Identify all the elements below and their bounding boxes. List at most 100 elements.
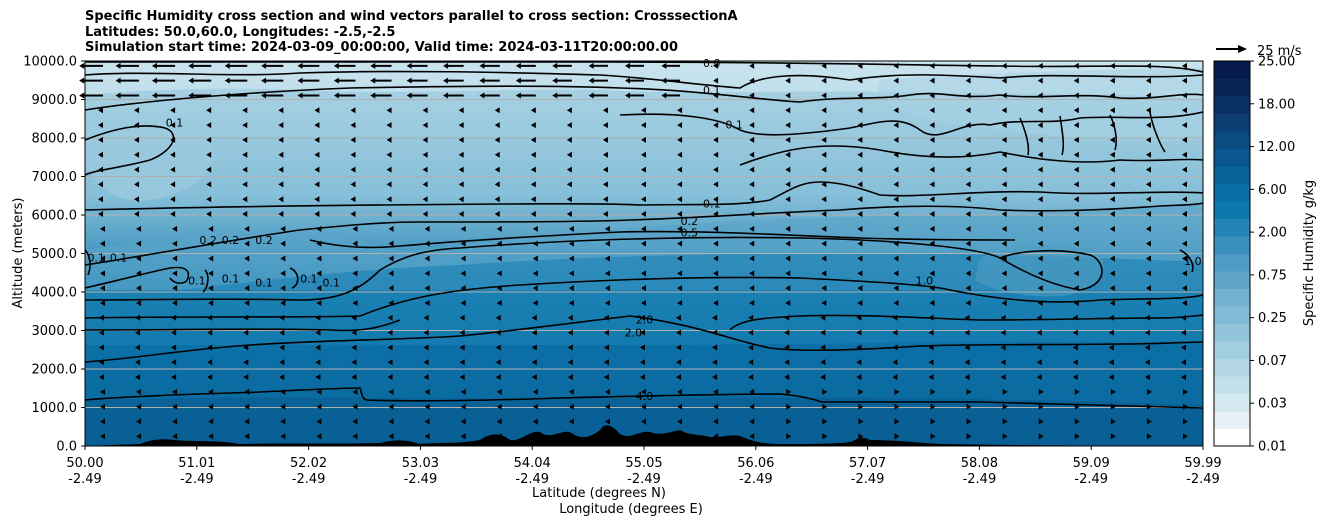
wind-arrow — [928, 329, 934, 336]
wind-arrow — [316, 403, 322, 410]
wind-arrow — [531, 374, 537, 381]
wind-arrow — [602, 136, 608, 143]
wind-arrow — [894, 403, 900, 410]
wind-arrow — [171, 359, 177, 366]
x-axis-label-longitude: Longitude (degrees E) — [559, 502, 703, 517]
wind-arrow — [1072, 329, 1078, 336]
wind-arrow — [406, 62, 428, 69]
x-tick-label-lat: 58.08 — [961, 456, 998, 471]
wind-arrow — [280, 403, 286, 410]
contour-line — [85, 70, 1203, 89]
wind-arrow — [1037, 270, 1043, 277]
wind-arrow — [1037, 151, 1043, 158]
wind-arrow — [713, 299, 719, 306]
wind-arrow — [224, 92, 248, 99]
wind-arrow — [1001, 166, 1007, 173]
wind-arrow — [749, 77, 755, 84]
wind-arrow — [424, 255, 430, 262]
wind-arrow — [966, 433, 972, 440]
x-tick-label-lat: 50.00 — [66, 456, 103, 471]
wind-arrow — [423, 359, 429, 366]
wind-arrow — [316, 299, 322, 306]
wind-arrow — [641, 107, 646, 114]
wind-arrow — [494, 211, 500, 218]
wind-arrow — [350, 166, 356, 173]
wind-arrow — [1109, 225, 1115, 232]
wind-arrow — [1146, 418, 1152, 425]
wind-arrow — [588, 62, 608, 69]
wind-arrow — [387, 344, 393, 351]
wind-arrow — [857, 92, 863, 99]
wind-arrow — [929, 151, 935, 158]
wind-arrow — [1037, 166, 1043, 173]
wind-key-label: 25 m/s — [1257, 44, 1302, 59]
wind-arrow — [208, 225, 214, 232]
wind-arrow — [965, 62, 971, 69]
wind-arrow — [350, 151, 356, 158]
colorbar-segment — [1214, 131, 1250, 149]
wind-arrow — [532, 433, 538, 440]
wind-arrow — [100, 225, 105, 232]
wind-arrow — [531, 344, 537, 351]
wind-arrow — [278, 136, 284, 143]
wind-arrow — [531, 329, 537, 336]
wind-arrow — [423, 329, 429, 336]
wind-arrow — [170, 181, 176, 188]
wind-arrow — [713, 181, 719, 188]
wind-arrow — [566, 107, 572, 114]
wind-arrow — [1109, 92, 1115, 99]
colorbar-segment — [1214, 148, 1250, 167]
wind-arrow — [207, 359, 213, 366]
wind-arrow — [100, 299, 105, 306]
wind-arrow — [713, 418, 719, 425]
wind-arrow — [531, 359, 537, 366]
wind-key: 25 m/s — [1216, 44, 1302, 59]
wind-arrow — [243, 374, 249, 381]
wind-arrow — [351, 314, 357, 321]
wind-arrow — [495, 374, 501, 381]
wind-arrow — [1073, 240, 1079, 247]
wind-arrow — [388, 299, 394, 306]
wind-arrow — [172, 388, 178, 395]
wind-arrow — [479, 92, 500, 99]
wind-arrow — [100, 433, 105, 440]
colorbar-tick-label: 25.00 — [1258, 55, 1295, 70]
wind-arrow — [100, 403, 105, 410]
moist-band-lower — [85, 253, 1203, 345]
wind-arrow — [459, 374, 465, 381]
wind-arrow — [1183, 388, 1188, 395]
wind-arrow — [784, 329, 790, 336]
wind-arrow — [171, 374, 177, 381]
contour-label: 2.0 — [625, 326, 643, 339]
wind-arrow — [1146, 403, 1152, 410]
colorbar-tick-label: 18.00 — [1258, 97, 1295, 112]
wind-arrow — [1182, 181, 1187, 188]
wind-arrow — [495, 329, 501, 336]
wind-arrow — [458, 151, 464, 158]
colorbar-tick-label: 0.07 — [1258, 354, 1287, 369]
wind-arrow — [100, 270, 105, 277]
wind-arrow — [1002, 433, 1008, 440]
wind-arrow — [1072, 344, 1078, 351]
wind-arrow — [1108, 374, 1114, 381]
wind-arrow — [748, 359, 754, 366]
wind-arrow — [677, 166, 683, 173]
wind-arrow — [749, 299, 755, 306]
wind-arrow — [603, 329, 609, 336]
wind-arrow — [712, 359, 718, 366]
wind-arrow — [1037, 77, 1043, 84]
wind-arrow — [1073, 270, 1079, 277]
wind-arrow — [893, 299, 899, 306]
contour-label: 0.2 — [222, 234, 240, 247]
wind-arrow — [965, 181, 971, 188]
wind-arrow — [1183, 403, 1188, 410]
wind-arrow — [1037, 255, 1043, 262]
wind-arrow — [208, 299, 214, 306]
wind-arrow — [749, 92, 755, 99]
wind-arrow — [661, 77, 681, 84]
wind-arrow — [388, 240, 394, 247]
wind-arrow — [424, 403, 430, 410]
wind-arrow — [713, 77, 719, 84]
wind-arrow — [893, 107, 899, 114]
wind-arrow — [494, 196, 500, 203]
